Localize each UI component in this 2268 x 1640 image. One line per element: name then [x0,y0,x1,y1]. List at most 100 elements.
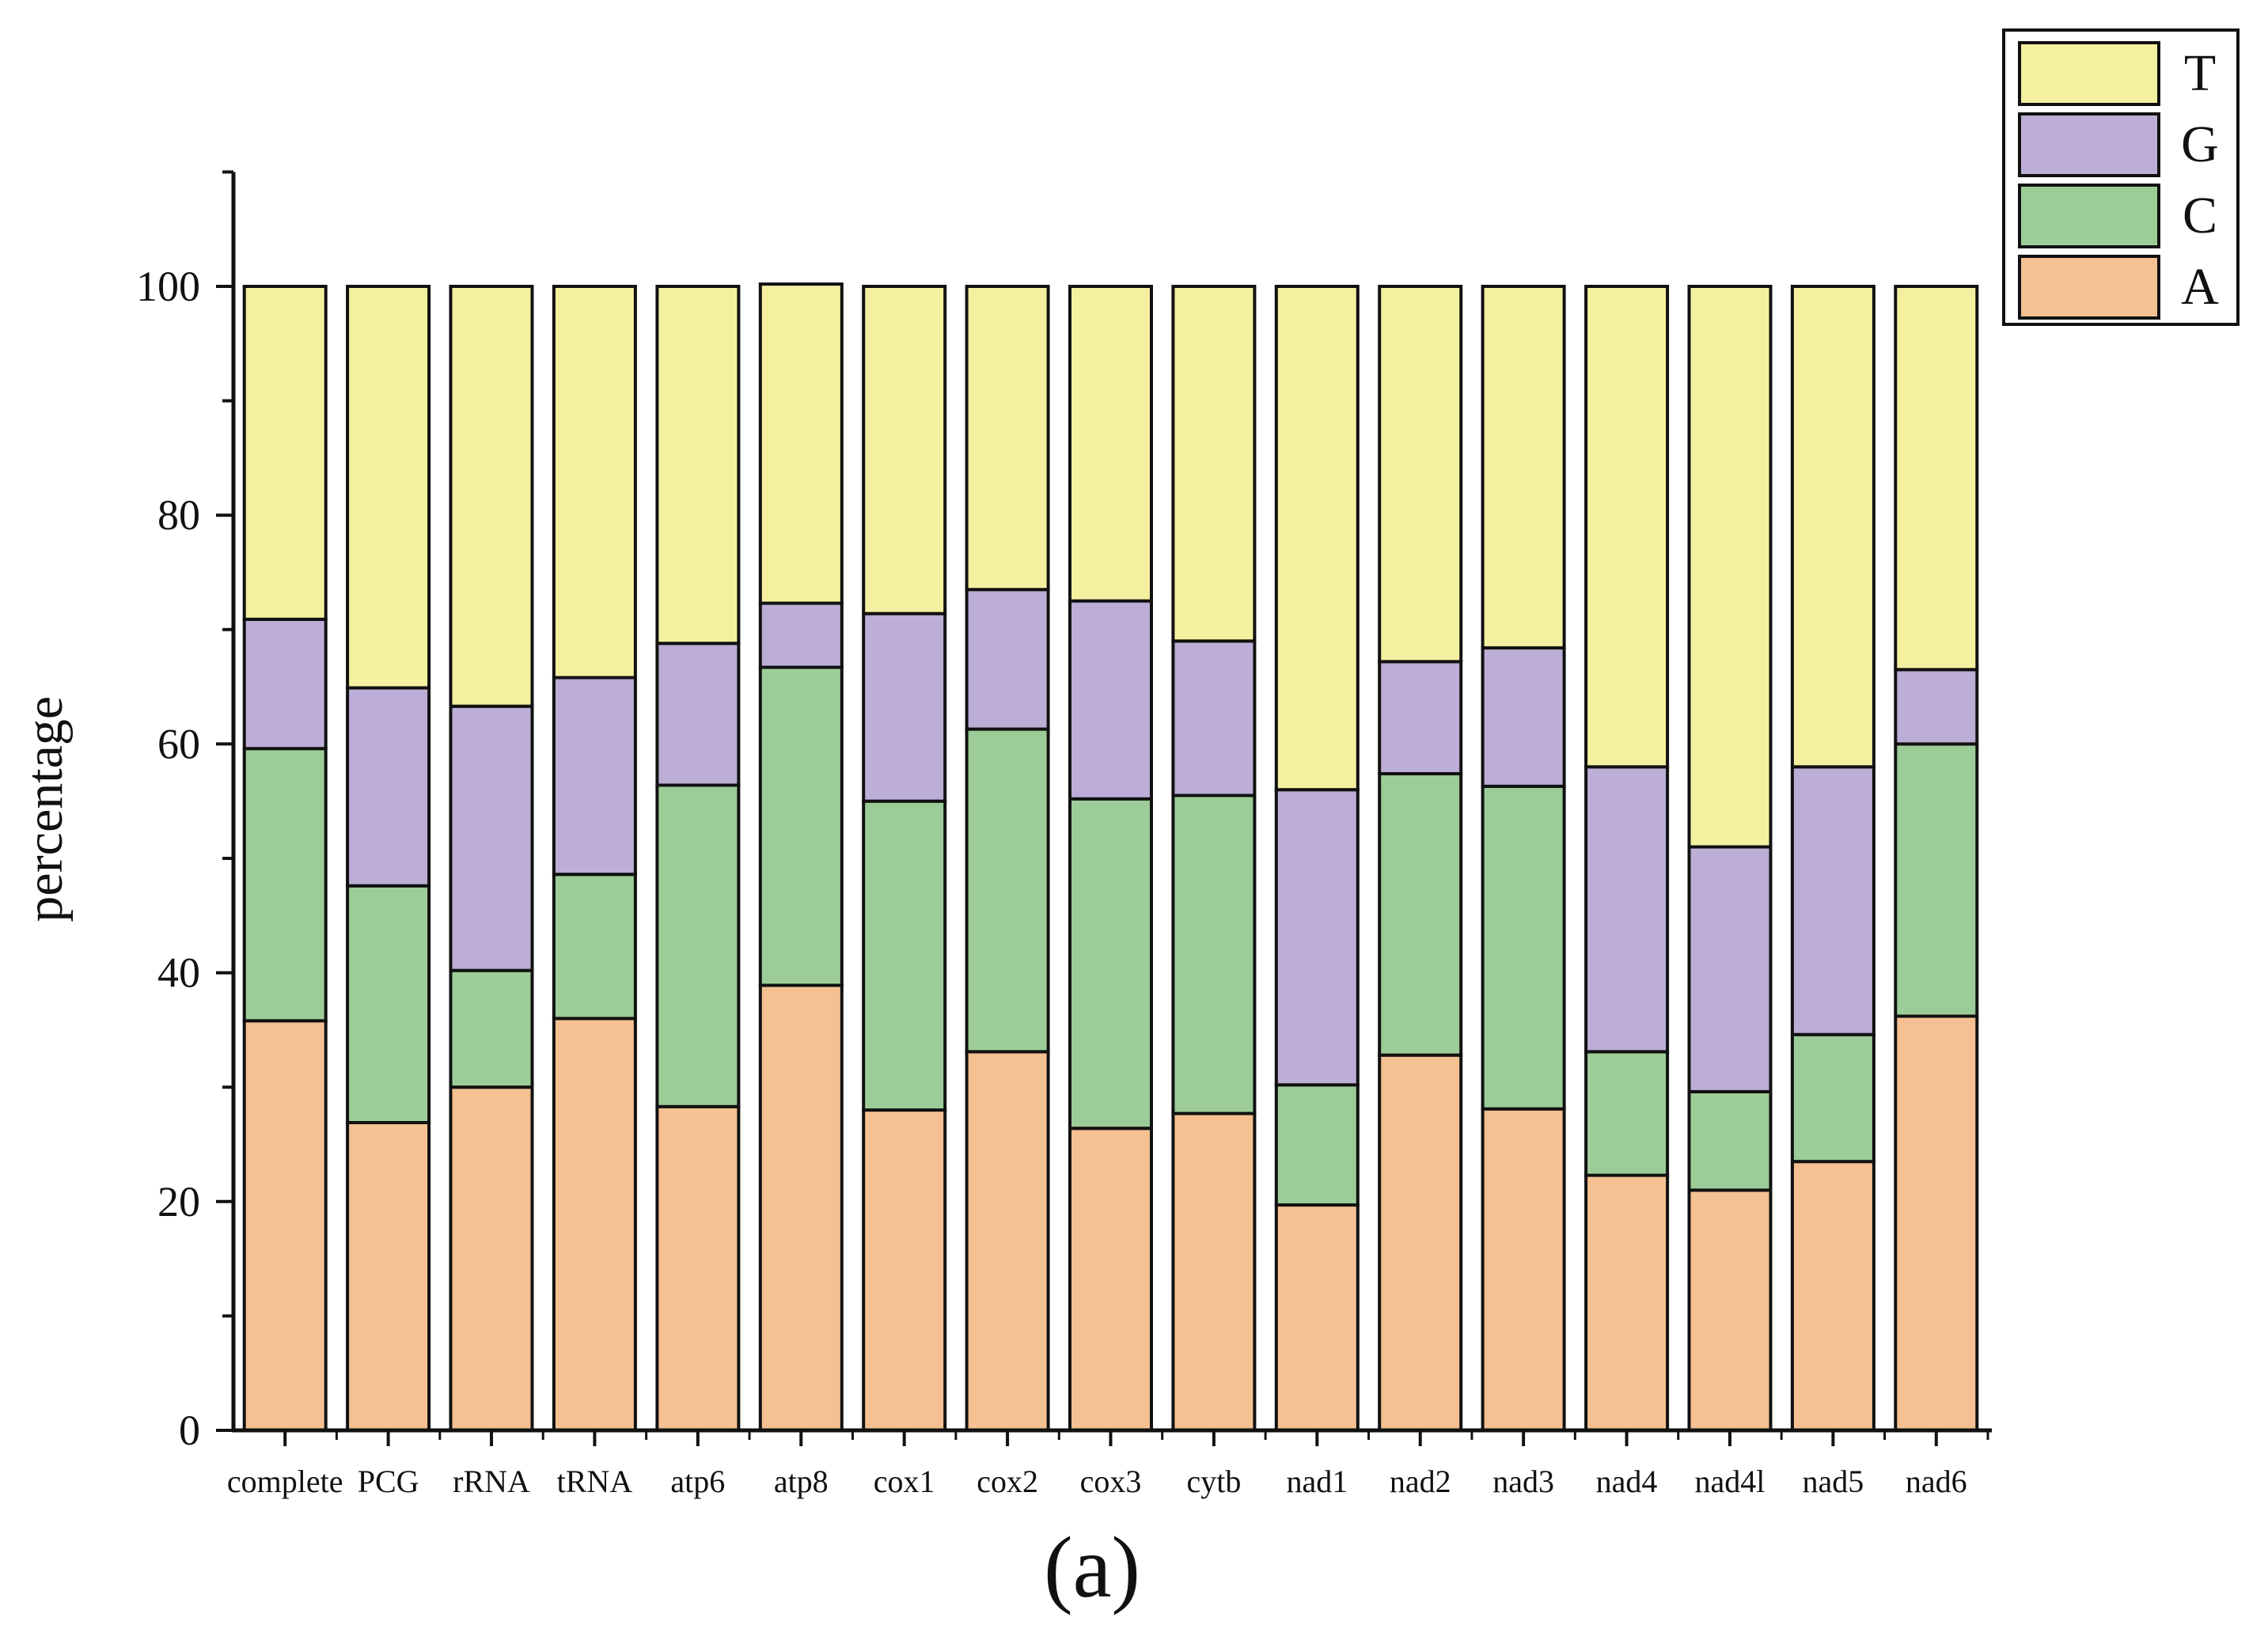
bar-cox1-T [862,285,947,615]
bar-complete-C [242,747,328,1023]
bar-nad2-T [1378,285,1463,664]
legend-swatch-C [2018,184,2160,248]
bars-layer [242,282,1979,1433]
x-tick-label-atp8: atp8 [774,1464,829,1499]
x-tick-label-tRNA: tRNA [557,1464,633,1499]
bar-nad5-A [1790,1160,1875,1432]
figure-caption: (a) [1044,1519,1140,1615]
bar-cox3-G [1068,599,1153,801]
bar-cytb-C [1171,793,1257,1115]
bar-nad4l-G [1687,845,1773,1093]
x-tick-label-nad6: nad6 [1906,1464,1967,1499]
y-tick-label-80: 80 [157,491,200,539]
bar-nad3-A [1481,1107,1566,1432]
bar-group-nad5 [1790,285,1875,1432]
bar-group-complete [242,285,328,1433]
x-tick-label-nad4l: nad4l [1695,1464,1765,1499]
bar-nad2-G [1378,660,1463,775]
bar-cox1-G [862,612,947,803]
x-tick-label-nad3: nad3 [1492,1464,1554,1499]
x-tick-label-PCG: PCG [358,1464,419,1499]
bar-cox3-A [1068,1127,1153,1433]
bar-nad5-T [1790,285,1875,769]
legend-label-A: A [2181,258,2219,316]
bar-group-nad3 [1481,285,1566,1432]
bar-nad4-G [1584,765,1670,1054]
x-tick-label-cox3: cox3 [1080,1464,1142,1499]
bar-cox1-A [862,1108,947,1432]
x-tick-label-nad2: nad2 [1390,1464,1451,1499]
x-tick-label-complete: complete [227,1464,343,1499]
bar-atp8-C [758,665,844,987]
legend-swatch-T [2018,41,2160,106]
x-tick-label-cytb: cytb [1186,1464,1241,1499]
legend-swatch-G [2018,112,2160,177]
bar-nad4l-A [1687,1188,1773,1433]
bar-cox2-G [965,588,1050,731]
x-tick-label-nad5: nad5 [1802,1464,1864,1499]
x-tick-label-rRNA: rRNA [453,1464,530,1499]
bar-atp8-A [758,983,844,1432]
y-ticks: 0 20 40 60 80 100 [136,170,233,1454]
bar-group-nad2 [1378,285,1463,1432]
bar-nad5-C [1790,1032,1875,1164]
bar-group-nad4l [1687,285,1773,1433]
bar-tRNA-C [552,873,637,1021]
bar-nad3-T [1481,285,1566,650]
bar-cox2-A [965,1050,1050,1433]
bar-nad1-G [1274,788,1360,1087]
bar-group-cox3 [1068,285,1153,1433]
legend-label-G: G [2181,116,2219,173]
bar-nad4-A [1584,1173,1670,1432]
bar-rRNA-C [449,968,534,1089]
bar-cox2-T [965,285,1050,592]
bar-nad1-C [1274,1083,1360,1207]
y-axis-title: percentage [16,696,74,922]
bar-cytb-T [1171,285,1257,643]
bar-complete-G [242,617,328,751]
bar-tRNA-A [552,1017,637,1432]
bar-atp6-A [655,1104,741,1433]
legend-label-C: C [2183,187,2217,244]
bar-nad3-G [1481,646,1566,788]
bar-nad1-T [1274,285,1360,792]
bar-nad4l-C [1687,1090,1773,1192]
bar-PCG-T [346,285,431,690]
bar-atp6-C [655,783,741,1108]
bar-nad2-C [1378,772,1463,1057]
bar-nad3-C [1481,784,1566,1111]
bar-cox3-C [1068,797,1153,1131]
legend-swatch-A [2018,255,2160,320]
bar-group-nad1 [1274,285,1360,1432]
bar-nad1-A [1274,1203,1360,1432]
x-tick-label-cox1: cox1 [874,1464,935,1499]
bar-group-nad4 [1584,285,1670,1432]
bar-nad4-T [1584,285,1670,769]
bar-nad6-A [1894,1014,1979,1432]
bar-group-cytb [1171,285,1257,1432]
bar-cytb-A [1171,1112,1257,1432]
x-tick-label-nad4: nad4 [1596,1464,1658,1499]
legend-label-T: T [2184,44,2216,102]
bar-group-nad6 [1894,285,1979,1432]
bar-atp8-T [758,282,844,605]
bar-cox1-C [862,799,947,1112]
bar-PCG-G [346,686,431,888]
x-tick-label-atp6: atp6 [670,1464,725,1499]
x-tick-label-nad1: nad1 [1286,1464,1348,1499]
bar-cox3-T [1068,285,1153,603]
x-ticks: complete PCG rRNA tRNA atp6 atp8 cox1 cox2 cox3 c… [227,1430,1989,1499]
bar-complete-T [242,285,328,621]
bar-nad5-G [1790,765,1875,1036]
bar-complete-A [242,1019,328,1433]
bar-nad6-G [1894,668,1979,746]
x-tick-label-cox2: cox2 [977,1464,1038,1499]
bar-PCG-C [346,884,431,1124]
y-tick-label-100: 100 [136,263,200,310]
bar-group-cox1 [862,285,947,1432]
bar-tRNA-G [552,676,637,877]
bar-group-cox2 [965,285,1050,1433]
